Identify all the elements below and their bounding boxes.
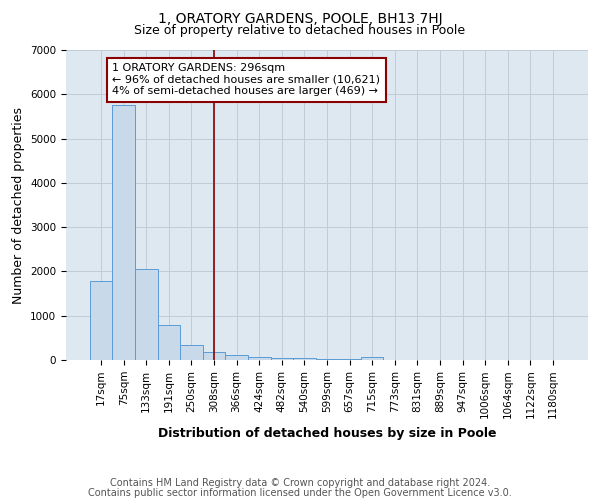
X-axis label: Distribution of detached houses by size in Poole: Distribution of detached houses by size … bbox=[158, 427, 496, 440]
Bar bbox=[293, 358, 316, 360]
Text: Contains HM Land Registry data © Crown copyright and database right 2024.: Contains HM Land Registry data © Crown c… bbox=[110, 478, 490, 488]
Text: Contains public sector information licensed under the Open Government Licence v3: Contains public sector information licen… bbox=[88, 488, 512, 498]
Bar bbox=[338, 359, 361, 360]
Bar bbox=[248, 356, 271, 360]
Text: 1 ORATORY GARDENS: 296sqm
← 96% of detached houses are smaller (10,621)
4% of se: 1 ORATORY GARDENS: 296sqm ← 96% of detac… bbox=[112, 64, 380, 96]
Text: Size of property relative to detached houses in Poole: Size of property relative to detached ho… bbox=[134, 24, 466, 37]
Bar bbox=[180, 344, 203, 360]
Bar bbox=[271, 358, 293, 360]
Text: 1, ORATORY GARDENS, POOLE, BH13 7HJ: 1, ORATORY GARDENS, POOLE, BH13 7HJ bbox=[158, 12, 442, 26]
Bar bbox=[226, 355, 248, 360]
Bar bbox=[112, 106, 135, 360]
Bar bbox=[361, 357, 383, 360]
Bar bbox=[135, 269, 158, 360]
Bar bbox=[158, 325, 180, 360]
Y-axis label: Number of detached properties: Number of detached properties bbox=[11, 106, 25, 304]
Bar bbox=[203, 352, 226, 360]
Bar bbox=[316, 358, 338, 360]
Bar bbox=[90, 281, 112, 360]
